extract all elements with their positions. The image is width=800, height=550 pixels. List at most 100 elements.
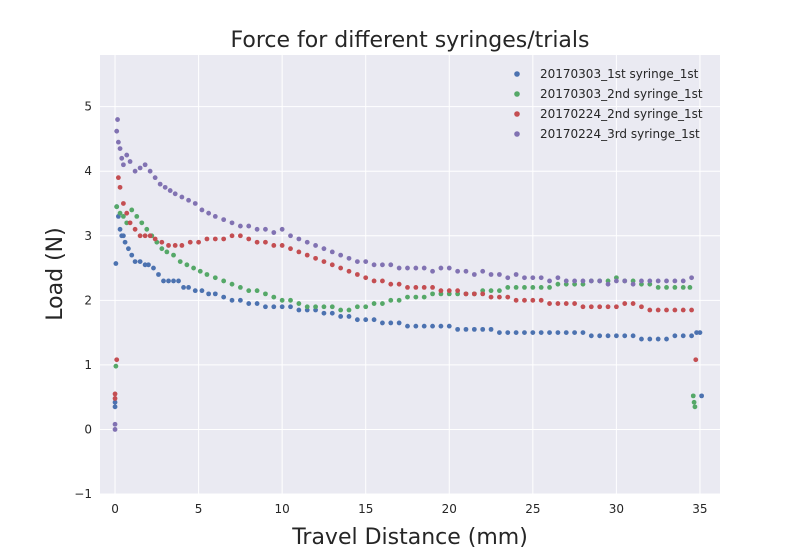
- data-point: [212, 275, 218, 281]
- data-point: [152, 236, 158, 242]
- data-point: [388, 320, 394, 326]
- data-point: [199, 207, 205, 213]
- data-point: [664, 336, 669, 342]
- data-point: [672, 278, 678, 284]
- data-point: [488, 294, 494, 300]
- data-point: [547, 278, 552, 284]
- data-point: [455, 288, 461, 294]
- data-point: [622, 278, 628, 284]
- data-point: [184, 262, 190, 268]
- data-point: [672, 285, 678, 290]
- data-point: [161, 278, 166, 284]
- data-point: [380, 301, 385, 306]
- data-point: [405, 265, 410, 271]
- data-point: [121, 201, 126, 206]
- data-point: [563, 278, 569, 284]
- y-tick-label: 2: [84, 293, 92, 307]
- data-point: [115, 117, 120, 122]
- data-point: [488, 326, 494, 332]
- data-point: [329, 249, 335, 255]
- data-point: [151, 265, 156, 271]
- data-point: [221, 217, 227, 223]
- data-point: [572, 330, 578, 335]
- data-point: [538, 330, 544, 335]
- data-point: [505, 294, 511, 300]
- data-point: [179, 194, 185, 200]
- data-point: [113, 363, 119, 369]
- data-point: [505, 285, 511, 290]
- data-point: [152, 175, 158, 181]
- data-point: [580, 278, 586, 284]
- data-point: [263, 239, 268, 245]
- data-point: [597, 304, 603, 310]
- data-point: [396, 281, 402, 287]
- data-point: [296, 307, 302, 313]
- data-point: [538, 297, 544, 303]
- data-point: [146, 262, 151, 268]
- data-point: [363, 259, 369, 264]
- y-tick-labels: −1 0 1 2 3 4 5: [74, 100, 92, 501]
- data-point: [655, 336, 661, 342]
- data-point: [112, 399, 118, 405]
- data-point: [187, 239, 193, 245]
- data-point: [171, 278, 176, 284]
- data-point: [346, 314, 352, 319]
- data-point: [114, 128, 120, 134]
- data-point: [639, 336, 644, 342]
- data-point: [124, 220, 130, 226]
- data-point: [132, 259, 138, 264]
- data-point: [622, 333, 628, 339]
- data-point: [555, 281, 561, 287]
- data-point: [296, 249, 302, 255]
- data-point: [346, 307, 352, 313]
- data-point: [229, 233, 235, 239]
- data-point: [206, 210, 212, 216]
- data-point: [522, 275, 527, 281]
- data-point: [117, 226, 123, 232]
- data-point: [588, 333, 594, 339]
- data-point: [321, 304, 327, 310]
- data-point: [530, 285, 536, 290]
- data-point: [124, 152, 130, 158]
- data-point: [229, 281, 235, 287]
- data-point: [371, 278, 377, 284]
- data-point: [137, 233, 143, 239]
- data-point: [237, 297, 243, 303]
- data-point: [693, 357, 699, 363]
- data-point: [321, 310, 327, 316]
- data-point: [121, 233, 126, 239]
- data-point: [346, 255, 352, 261]
- data-point: [388, 297, 394, 303]
- data-point: [338, 307, 344, 313]
- data-point: [313, 243, 318, 248]
- data-point: [164, 249, 170, 255]
- data-point: [639, 278, 644, 284]
- data-point: [597, 333, 603, 339]
- data-point: [572, 301, 578, 306]
- data-point: [112, 421, 118, 427]
- data-point: [156, 272, 161, 277]
- data-point: [134, 214, 140, 219]
- data-point: [388, 262, 394, 268]
- y-tick-label: 0: [84, 422, 92, 436]
- data-point: [613, 333, 619, 339]
- x-tick-label: 20: [442, 502, 457, 516]
- data-point: [271, 304, 277, 310]
- data-point: [192, 288, 198, 294]
- data-point: [338, 265, 344, 271]
- data-point: [279, 243, 285, 248]
- data-point: [530, 330, 536, 335]
- data-point: [313, 255, 318, 261]
- data-point: [363, 304, 369, 310]
- data-point: [177, 259, 183, 264]
- data-point: [127, 220, 133, 226]
- data-point: [555, 275, 561, 281]
- data-point: [122, 239, 128, 245]
- data-point: [192, 201, 198, 206]
- data-point: [446, 288, 452, 294]
- data-point: [212, 236, 218, 242]
- data-point: [655, 285, 661, 290]
- data-point: [129, 207, 135, 213]
- data-point: [580, 304, 586, 310]
- data-point: [159, 246, 165, 252]
